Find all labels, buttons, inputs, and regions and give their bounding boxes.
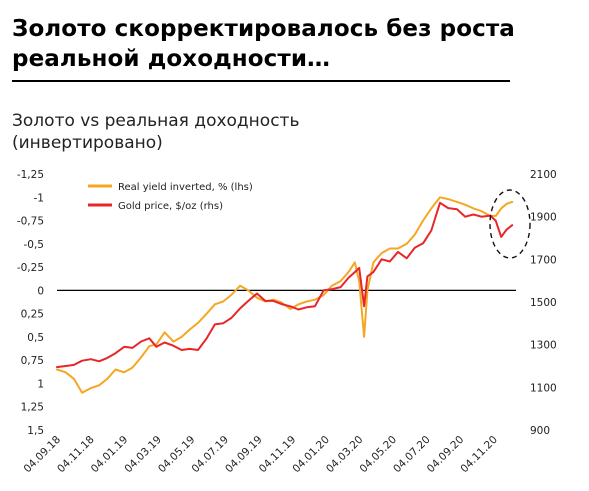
left-tick-label: -0,75 — [17, 216, 44, 228]
left-tick-label: -0,25 — [17, 262, 44, 274]
x-tick-label: 04.11.20 — [458, 434, 500, 476]
legend-label-real-yield: Real yield inverted, % (lhs) — [118, 182, 253, 193]
legend: Real yield inverted, % (lhs) Gold price, … — [88, 182, 253, 212]
right-tick-label: 900 — [530, 425, 550, 437]
left-tick-label: 0,25 — [21, 309, 44, 321]
left-tick-label: -0,5 — [24, 239, 45, 251]
right-tick-label: 1300 — [530, 340, 557, 352]
highlight-ellipse — [489, 189, 531, 259]
right-tick-label: 1700 — [530, 254, 557, 266]
real-yield-line — [56, 196, 514, 394]
left-tick-label: 1,5 — [27, 425, 44, 437]
left-tick-label: 0,75 — [21, 355, 44, 367]
right-tick-label: 1900 — [530, 212, 557, 224]
left-tick-label: 0,5 — [27, 332, 44, 344]
x-axis-ticks: 04.09.1804.11.1804.01.1904.03.1904.05.19… — [22, 434, 500, 476]
gold-price-line — [56, 201, 514, 369]
annotation — [489, 189, 531, 259]
chart-title-line-1: Золото vs реальная доходность — [12, 111, 300, 131]
chart-title: Золото vs реальная доходность (инвертиро… — [12, 110, 299, 154]
left-tick-label: -1 — [34, 192, 44, 204]
chart-title-line-2: (инвертировано) — [12, 133, 163, 153]
left-tick-label: 1 — [37, 378, 44, 390]
headline-divider — [12, 80, 510, 82]
right-axis-ticks: 900 1100 1300 1500 1700 1900 2100 — [530, 169, 557, 437]
left-tick-label: 0 — [37, 285, 44, 297]
right-tick-label: 1100 — [530, 382, 557, 394]
headline-line-1: Золото скорректировалось без роста — [12, 16, 515, 42]
left-tick-label: -1,25 — [17, 169, 44, 181]
left-tick-label: 1,25 — [21, 402, 44, 414]
headline-line-2: реальной доходности… — [12, 46, 331, 72]
left-axis-ticks: -1,25 -1 -0,75 -0,5 -0,25 0 0,25 0,5 0,75 1 1,25 1,… — [17, 169, 44, 437]
legend-label-gold: Gold price, $/oz (rhs) — [118, 201, 223, 212]
headline: Золото скорректировалось без роста реаль… — [12, 14, 582, 74]
series-lines — [56, 196, 514, 394]
right-tick-label: 1500 — [530, 297, 557, 309]
right-tick-label: 2100 — [530, 169, 557, 181]
